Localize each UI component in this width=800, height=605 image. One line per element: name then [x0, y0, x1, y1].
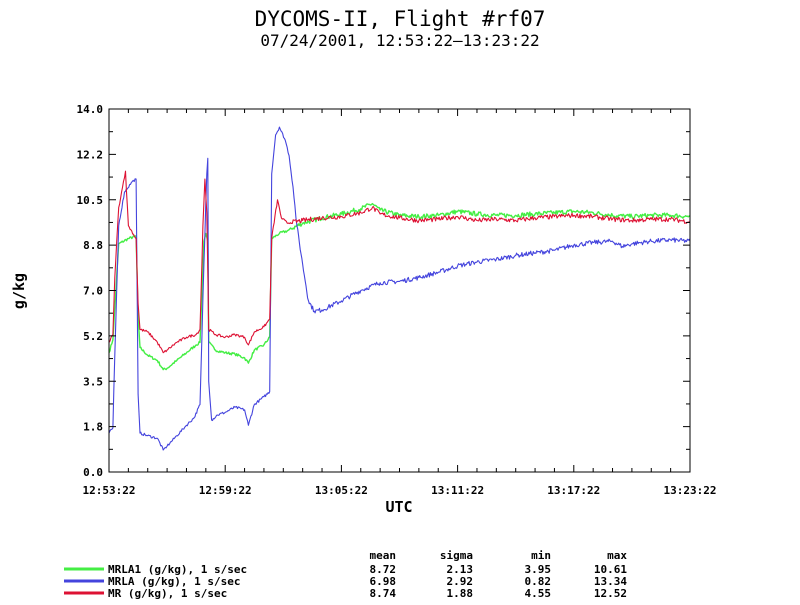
stats-header-min: min	[531, 549, 551, 562]
stats-value: 10.61	[594, 563, 627, 576]
y-tick-label-2: 3.5	[83, 375, 103, 388]
series-layer	[108, 126, 691, 451]
y-tick-label-5: 8.8	[83, 239, 103, 252]
y-tick-label-0: 0.0	[83, 466, 103, 479]
legend-label-2: MRLA (g/kg), 1 s/sec	[108, 575, 240, 588]
legend-label-3: MR (g/kg), 1 s/sec	[108, 587, 227, 600]
stats-value: 3.95	[525, 563, 552, 576]
x-tick-label-0: 12:53:22	[83, 484, 136, 497]
x-axis-label: UTC	[385, 498, 412, 516]
stats-header-sigma: sigma	[440, 549, 473, 562]
stats-value: 12.52	[594, 587, 627, 600]
stats-value: 0.82	[525, 575, 552, 588]
chart-title: DYCOMS-II, Flight #rf07	[255, 7, 546, 31]
y-tick-label-1: 1.8	[83, 421, 103, 434]
x-tick-label-1: 12:59:22	[199, 484, 252, 497]
stats-value: 4.55	[525, 587, 552, 600]
x-tick-label-5: 13:23:22	[664, 484, 717, 497]
y-tick-label-8: 14.0	[77, 103, 104, 116]
x-tick-label-4: 13:17:22	[547, 484, 600, 497]
legend-label-1: MRLA1 (g/kg), 1 s/sec	[108, 563, 247, 576]
stats-value: 2.13	[447, 563, 474, 576]
y-axis-label: g/kg	[10, 273, 28, 309]
series-line-2	[108, 126, 691, 451]
y-tick-label-3: 5.2	[83, 330, 103, 343]
stats-header-max: max	[607, 549, 627, 562]
plot-frame	[108, 108, 691, 473]
x-tick-label-2: 13:05:22	[315, 484, 368, 497]
stats-value: 8.74	[370, 587, 397, 600]
ticks-layer: 0.0 1.8 3.5 5.2 7.0 8.8 10.5 12.2 14.0 12:53:22 12…	[77, 103, 717, 497]
stats-header-mean: mean	[370, 549, 397, 562]
y-tick-label-4: 7.0	[83, 285, 103, 298]
chart-subtitle: 07/24/2001, 12:53:22–13:23:22	[260, 31, 539, 50]
series-line-1	[108, 202, 691, 371]
x-tick-label-3: 13:11:22	[431, 484, 484, 497]
stats-value: 2.92	[447, 575, 474, 588]
stats-value: 1.88	[447, 587, 474, 600]
stats-value: 8.72	[370, 563, 397, 576]
y-tick-label-7: 12.2	[77, 148, 104, 161]
y-tick-label-6: 10.5	[77, 194, 104, 207]
stats-table: mean sigma min max MRLA1 (g/kg), 1 s/sec 8.72…	[64, 549, 627, 600]
stats-value: 13.34	[594, 575, 627, 588]
series-line-3	[108, 170, 691, 354]
stats-value: 6.98	[370, 575, 397, 588]
